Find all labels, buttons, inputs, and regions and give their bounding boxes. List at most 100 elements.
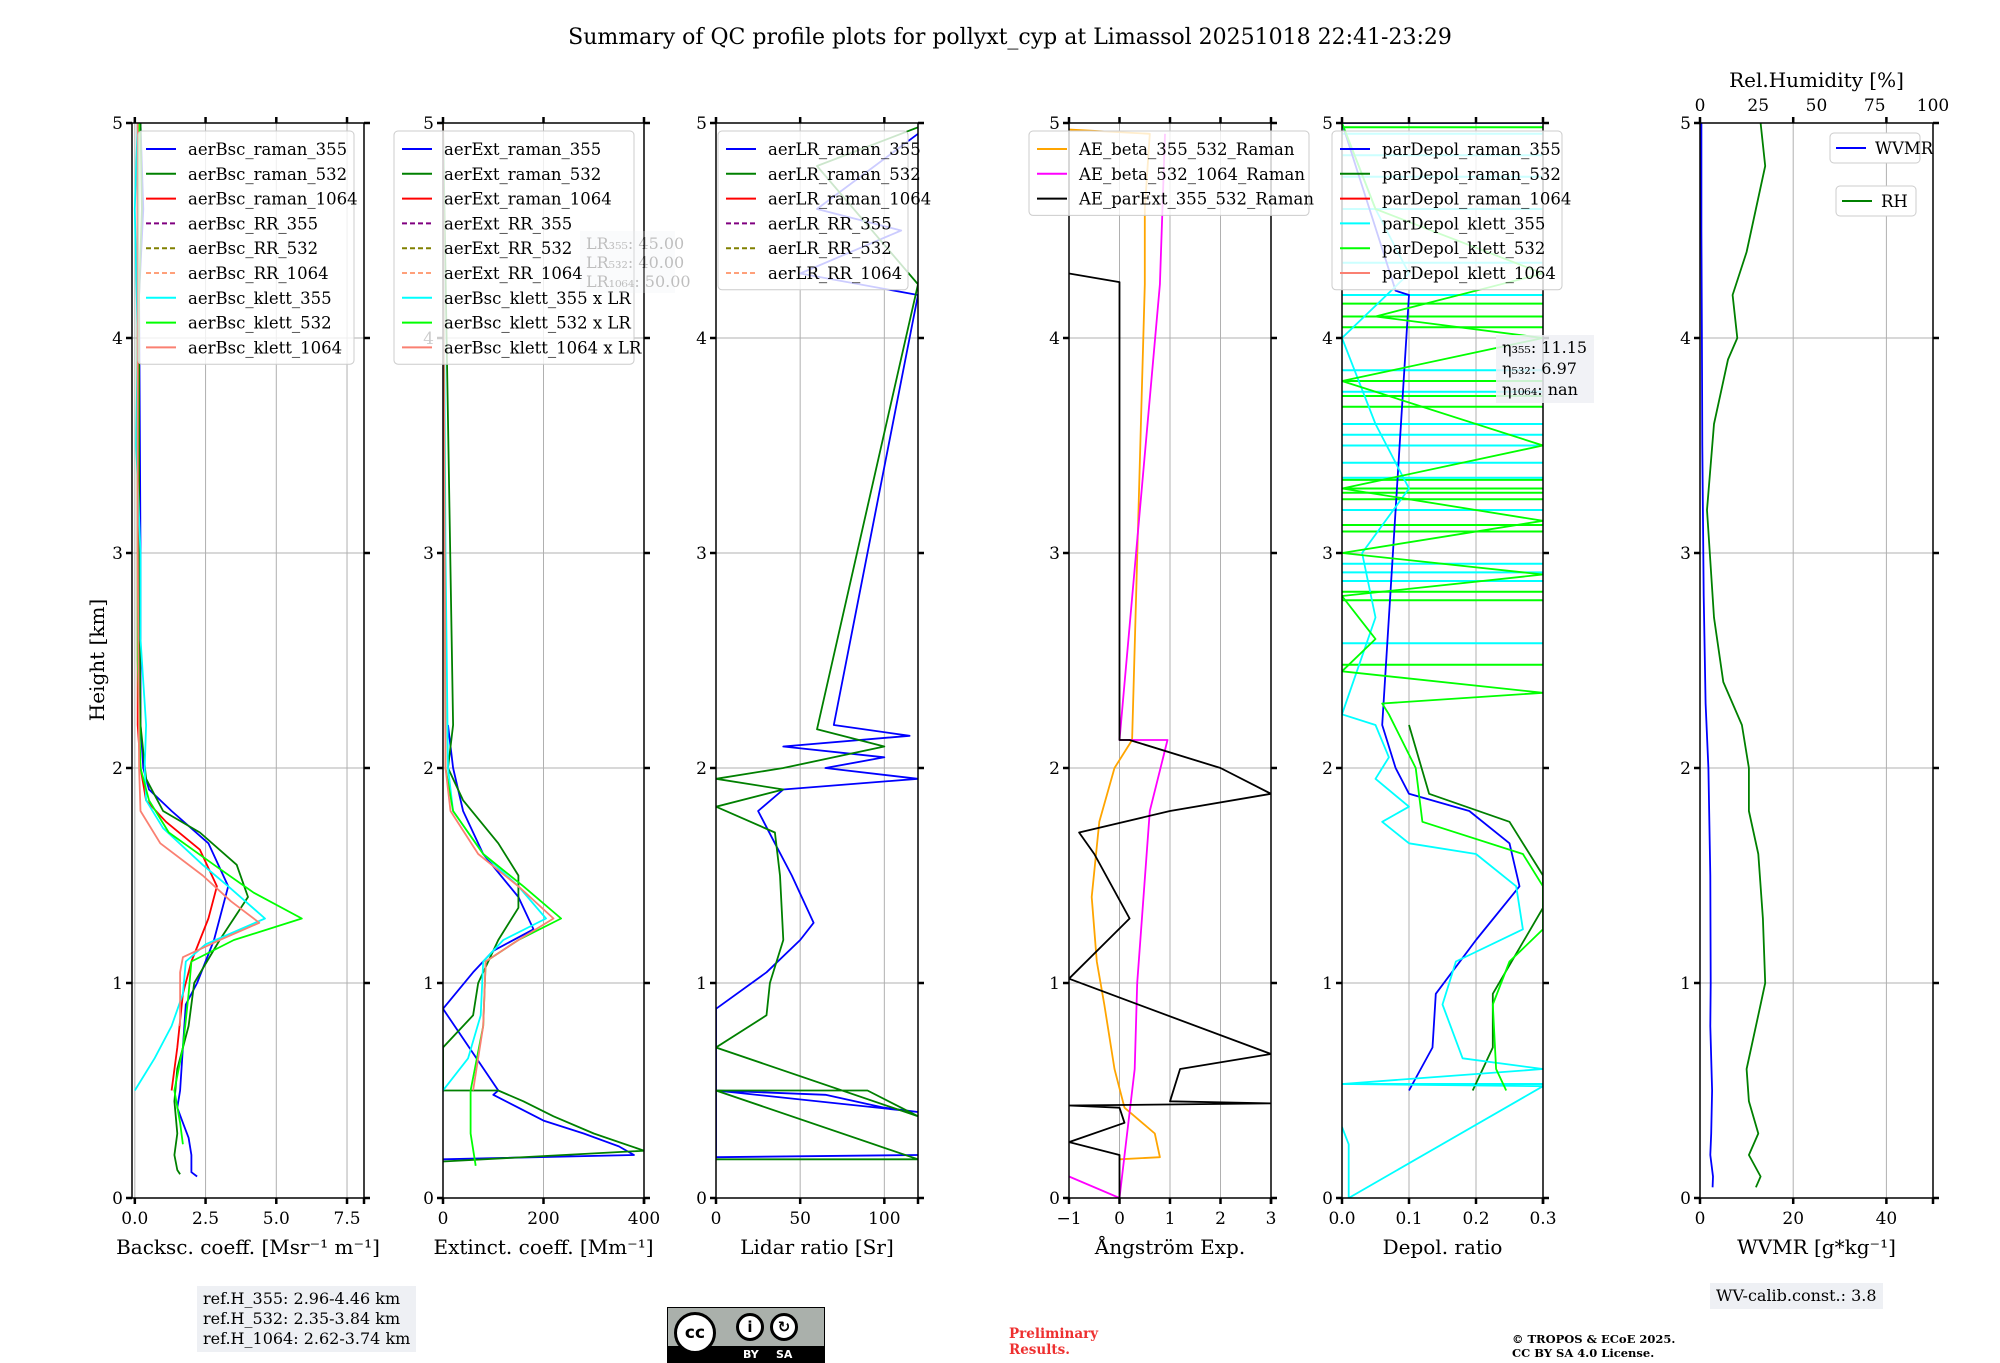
legend-entry: parDepol_raman_532 (1382, 165, 1561, 184)
x-tick-label: 400 (628, 1209, 660, 1229)
legend-entry: aerBsc_raman_355 (188, 140, 347, 159)
legend-entry: aerBsc_RR_532 (188, 239, 318, 258)
y-axis-label: Height [km] (85, 599, 109, 721)
legend-entry: aerBsc_klett_355 x LR (444, 289, 631, 308)
data-layer (133, 123, 303, 1178)
series-line-aerLR-raman-532 (716, 126, 918, 1161)
legend-entry: aerBsc_raman_532 (188, 165, 347, 184)
axes-frame (1699, 122, 1934, 1199)
axes-frame (1341, 122, 1544, 1199)
x-tick-label: 0.0 (1328, 1209, 1355, 1229)
legend-entry: aerBsc_RR_1064 (188, 264, 329, 283)
series-line-aerBsc-klett-355 (133, 123, 266, 1091)
x-tick-label: 200 (527, 1209, 559, 1229)
legend-box (717, 130, 909, 291)
y-tick-label: 5 (1322, 114, 1333, 134)
by-label: BY (743, 1348, 759, 1361)
data-layer (716, 126, 918, 1161)
y-tick-label: 1 (1049, 974, 1060, 994)
legend: aerLR_raman_355 aerLR_raman_532 aerLR_rama… (717, 130, 931, 291)
legend-entry: aerBsc_klett_532 x LR (444, 314, 631, 333)
x-tick-label: 50 (789, 1209, 811, 1229)
x-tick-label: 2 (1215, 1209, 1226, 1229)
y-tick-label: 1 (1680, 974, 1691, 994)
data-layer (1069, 128, 1271, 1198)
top-x-tick-label: 50 (1806, 96, 1828, 116)
top-x-axis-label: Rel.Humidity [%] (1729, 68, 1904, 92)
y-tick-label: 4 (696, 329, 707, 349)
annotation-box (1496, 335, 1594, 403)
legend-entry: RH (1881, 192, 1908, 211)
y-tick-label: 5 (696, 114, 707, 134)
legend-box (1028, 130, 1310, 216)
legend-entry: parDepol_raman_355 (1382, 140, 1561, 159)
top-x-tick-label: 25 (1747, 96, 1769, 116)
y-tick-label: 0 (1322, 1189, 1333, 1209)
y-tick-label: 4 (112, 329, 123, 349)
legend-entry: AE_parExt_355_532_Raman (1078, 190, 1314, 209)
legend-entry: aerExt_RR_532 (444, 239, 572, 258)
legend-entry: aerBsc_klett_532 (188, 314, 332, 333)
legend-box (137, 130, 355, 365)
legend-entry: aerLR_RR_532 (768, 239, 892, 258)
y-tick-label: 2 (1049, 759, 1060, 779)
y-tick-label: 5 (112, 114, 123, 134)
data-layer (443, 123, 644, 1166)
reference-heights-box: ref.H_355: 2.96-4.46 km ref.H_532: 2.35-3… (197, 1286, 417, 1352)
figure-title: Summary of QC profile plots for pollyxt_… (568, 25, 1452, 50)
preliminary-results-note: Preliminary Results. (1009, 1326, 1098, 1358)
y-tick-label: 1 (696, 974, 707, 994)
legend-entry: aerBsc_klett_1064 (188, 338, 342, 357)
y-tick-label: 4 (1680, 329, 1691, 349)
legend-entry: parDepol_klett_1064 (1382, 264, 1556, 283)
legend-entry: aerBsc_RR_355 (188, 214, 318, 233)
x-tick-label: 7.5 (334, 1209, 361, 1229)
x-tick-label: 0 (438, 1209, 449, 1229)
attribution-icon: i (736, 1313, 764, 1341)
series-line-WVMR (1700, 123, 1714, 1188)
series-line-aerBsc-klett-1064 (136, 123, 261, 1026)
y-tick-label: 0 (1680, 1189, 1691, 1209)
legend-entry: AE_beta_355_532_Raman (1078, 140, 1295, 159)
share-alike-icon: ↻ (770, 1313, 798, 1341)
legend-entry: aerBsc_klett_355 (188, 289, 332, 308)
cc-by-sa-badge: cc i ↻ BY SA (667, 1307, 825, 1363)
x-axis-label: Lidar ratio [Sr] (740, 1235, 894, 1259)
preliminary-line-1: Preliminary (1009, 1326, 1099, 1342)
series-line-AE-parExt-355-532-Raman (1069, 272, 1271, 1198)
y-tick-label: 0 (423, 1189, 434, 1209)
y-tick-label: 3 (112, 544, 123, 564)
x-axis-label: Ångström Exp. (1094, 1234, 1245, 1259)
cc-icon: cc (674, 1312, 716, 1354)
panel-backscatter: 0 1 2 3 4 5 0.0 2.5 5.0 7.5 Backsc. coeff. [Msr⁻¹ … (112, 114, 380, 1259)
x-tick-label: −1 (1056, 1209, 1081, 1229)
y-tick-label: 5 (1680, 114, 1691, 134)
y-tick-label: 3 (1322, 544, 1333, 564)
legend-entry: WVMR (1875, 139, 1934, 158)
y-tick-label: 3 (1049, 544, 1060, 564)
legend-entry: parDepol_klett_532 (1382, 239, 1545, 258)
lidar-ratio-value: LR₃₅₅: 45.00 (586, 234, 684, 253)
preliminary-line-2: Results. (1009, 1342, 1070, 1358)
top-x-tick-label: 0 (1695, 96, 1706, 116)
y-tick-label: 0 (112, 1189, 123, 1209)
series-line-AE-beta-355-532-Raman (1069, 128, 1161, 1161)
x-tick-label: 0.2 (1462, 1209, 1489, 1229)
y-tick-label: 0 (1049, 1189, 1060, 1209)
eta-value: η₃₅₅: 11.15 (1502, 338, 1587, 357)
legend-entry: aerBsc_klett_1064 x LR (444, 338, 642, 357)
legend-entry: aerLR_RR_1064 (768, 264, 902, 283)
series-line-aerExt-raman-355 (443, 724, 635, 1161)
y-tick-label: 3 (696, 544, 707, 564)
x-tick-label: 0.1 (1395, 1209, 1422, 1229)
y-tick-label: 2 (112, 759, 123, 779)
legend-entry: aerExt_raman_1064 (444, 190, 612, 209)
legend-entry: parDepol_klett_355 (1382, 214, 1545, 233)
lidar-ratio-value: LR₁₀₆₄: 50.00 (586, 272, 691, 291)
x-tick-label: 0.0 (121, 1209, 148, 1229)
y-tick-label: 2 (696, 759, 707, 779)
x-tick-label: 40 (1876, 1209, 1898, 1229)
